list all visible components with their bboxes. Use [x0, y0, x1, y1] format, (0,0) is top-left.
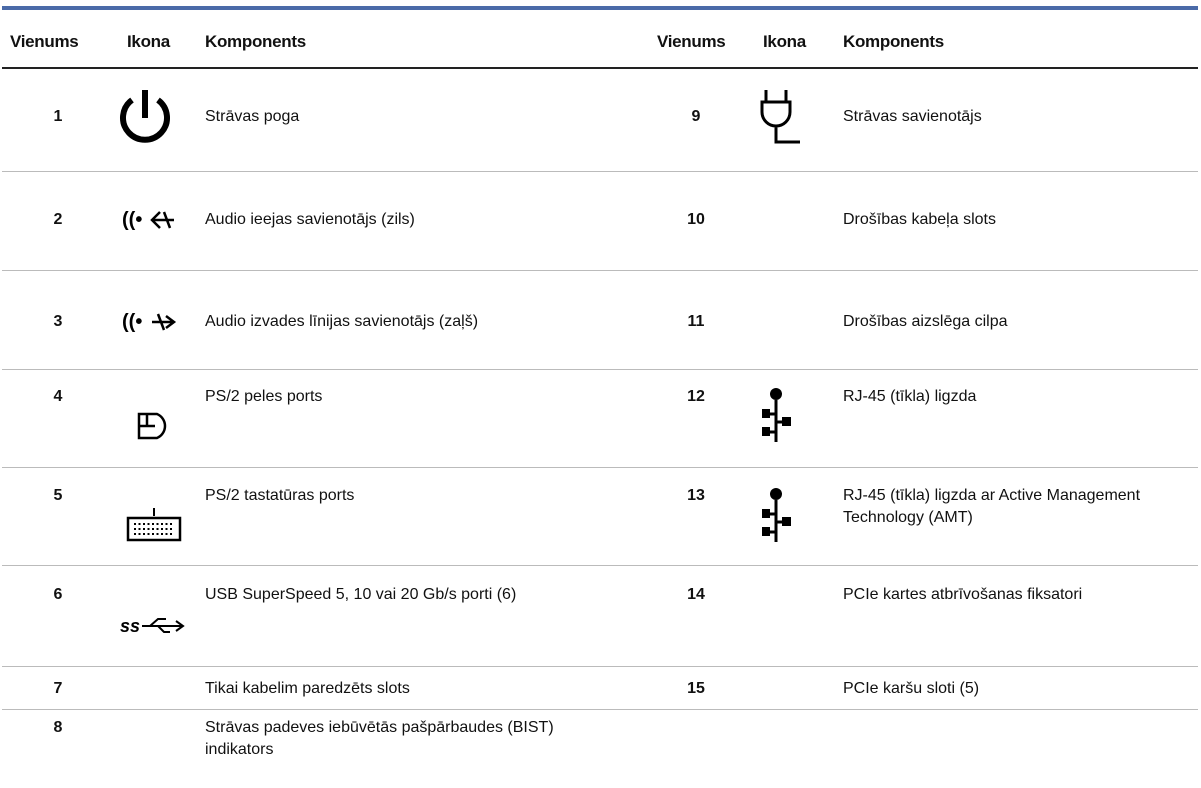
item-number: 1	[53, 108, 63, 125]
row-separator	[2, 369, 1198, 370]
item-number: 7	[53, 680, 63, 697]
component-name: USB SuperSpeed 5, 10 vai 20 Gb/s porti (…	[205, 586, 517, 603]
item-number: 9	[691, 108, 701, 125]
component-name: Audio izvades līnijas savienotājs (zaļš)	[205, 313, 479, 330]
item-number: 10	[687, 211, 705, 228]
network-icon	[762, 388, 791, 442]
item-number: 5	[53, 487, 63, 504]
svg-text:((•: ((•	[122, 209, 142, 231]
component-name: Strāvas poga	[205, 108, 300, 125]
item-number: 4	[53, 388, 63, 405]
audio-out-icon: ((•	[122, 311, 177, 333]
row-separator	[2, 171, 1198, 172]
svg-text:((•: ((•	[122, 311, 142, 333]
item-number: 2	[53, 211, 63, 228]
component-name: RJ-45 (tīkla) ligzda	[843, 388, 977, 405]
top-rule	[2, 6, 1198, 10]
component-name: RJ-45 (tīkla) ligzda ar Active Managemen…	[843, 487, 1141, 526]
row-separator	[2, 565, 1198, 566]
component-name: Strāvas savienotājs	[843, 108, 982, 125]
header-cell: Komponents	[205, 32, 306, 51]
header-rule	[2, 67, 1198, 69]
item-number: 15	[687, 680, 705, 697]
usb-ss-icon: ss	[120, 616, 185, 636]
component-name: Tikai kabelim paredzēts slots	[205, 680, 410, 697]
row-separator	[2, 467, 1198, 468]
component-name: PCIe karšu sloti (5)	[843, 680, 980, 697]
item-number: 8	[53, 719, 63, 736]
mouse-icon	[137, 412, 167, 440]
keyboard-icon	[126, 508, 182, 542]
header-cell: Komponents	[843, 32, 944, 51]
item-number: 13	[687, 487, 705, 504]
component-name: Audio ieejas savienotājs (zils)	[205, 211, 415, 228]
component-name: Drošības kabeļa slots	[843, 211, 996, 228]
header-cell: Vienums	[657, 32, 726, 51]
network-amt-icon	[762, 488, 791, 542]
row-separator	[2, 666, 1198, 667]
item-number: 12	[687, 388, 705, 405]
power-icon	[120, 90, 170, 143]
header-cell: Ikona	[127, 32, 170, 51]
plug-icon	[760, 90, 800, 144]
component-name: PCIe kartes atbrīvošanas fiksatori	[843, 586, 1083, 603]
item-number: 11	[687, 313, 705, 330]
item-number: 6	[53, 586, 63, 603]
audio-in-icon: ((•	[122, 209, 174, 231]
svg-text:ss: ss	[120, 616, 140, 636]
component-name: Strāvas padeves iebūvētās pašpārbaudes (…	[205, 719, 554, 758]
item-number: 14	[687, 586, 705, 603]
item-number: 3	[53, 313, 63, 330]
header-cell: Ikona	[763, 32, 806, 51]
component-name: Drošības aizslēga cilpa	[843, 313, 1008, 330]
row-separator	[2, 270, 1198, 271]
row-separator	[2, 709, 1198, 710]
header-cell: Vienums	[10, 32, 79, 51]
component-name: PS/2 tastatūras ports	[205, 487, 355, 504]
component-name: PS/2 peles ports	[205, 388, 323, 405]
